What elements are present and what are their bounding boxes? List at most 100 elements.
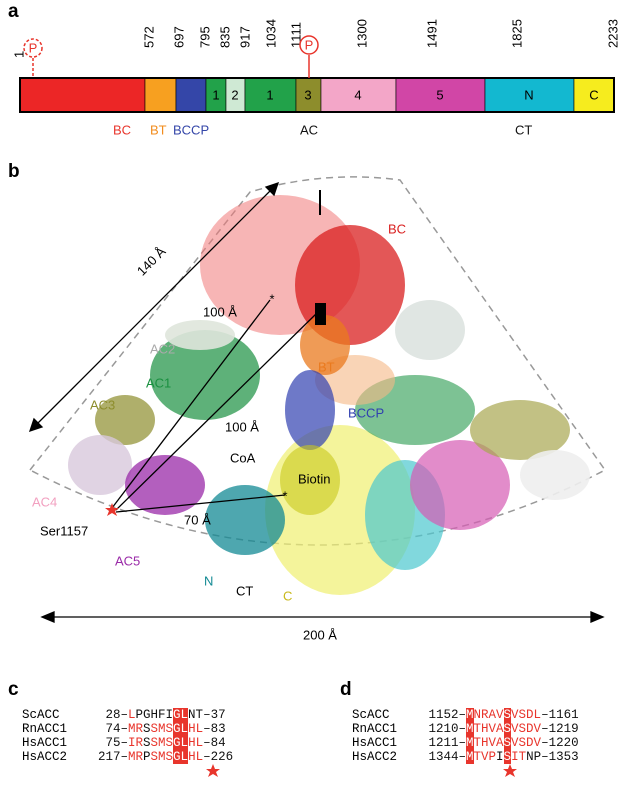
seq-start: 74– <box>98 722 128 736</box>
figure: a 1 2 1 3 4 5 N C 1 572 697 795 835 917 … <box>0 0 633 792</box>
distance-label: 100 Å <box>203 304 237 319</box>
surface <box>520 450 590 500</box>
group-label: BT <box>150 122 167 137</box>
seq-end: –1219 <box>541 722 579 736</box>
residues: P <box>143 750 151 764</box>
seq-start: 1344– <box>428 750 466 764</box>
seq-end: –1353 <box>541 750 579 764</box>
residues: SMS <box>151 750 174 764</box>
seq-name: RnACC1 <box>352 722 428 736</box>
seq-start: 1210– <box>428 722 466 736</box>
residues: IT <box>511 750 526 764</box>
alignment-row: ScACC1152–MNRAVSVSDL–1161 <box>352 708 579 722</box>
seq-start: 28– <box>98 708 128 722</box>
seq-end: –1161 <box>541 708 579 722</box>
arrow-head <box>42 612 54 622</box>
distance-label: 70 Å <box>184 512 211 527</box>
cartoon <box>68 435 132 495</box>
residues: IR <box>128 736 143 750</box>
domain-label: AC5 <box>115 553 140 568</box>
residues: GL <box>173 722 188 736</box>
domain-label: CT <box>236 583 253 598</box>
segment-label: 5 <box>436 87 443 102</box>
distance-label: 140 Å <box>134 244 169 279</box>
residues: VSDL <box>511 708 541 722</box>
surface <box>395 300 465 360</box>
residues: M <box>466 736 474 750</box>
position-label: 917 <box>237 26 252 48</box>
panel-label: a <box>8 1 19 22</box>
residues: S <box>143 722 151 736</box>
position-label: 1825 <box>509 19 524 48</box>
seq-end: –37 <box>203 708 226 722</box>
phospho-label: P <box>29 40 38 55</box>
cartoon <box>165 320 235 350</box>
alignment-row: HsACC11211–MTHVASVSDV–1220 <box>352 736 579 750</box>
position-label: 835 <box>217 26 232 48</box>
group-label: BCCP <box>173 122 209 137</box>
residues: HL <box>188 736 203 750</box>
domain-label: Biotin <box>298 471 331 486</box>
arrow-head <box>591 612 603 622</box>
domain-label: CoA <box>230 450 256 465</box>
cartoon <box>125 455 205 515</box>
domain-label: N <box>204 573 213 588</box>
site-star <box>206 764 220 777</box>
seq-name: HsACC1 <box>22 736 98 750</box>
residues: GL <box>173 750 188 764</box>
residues: M <box>466 722 474 736</box>
residues: M <box>466 708 474 722</box>
alignment-row: RnACC174–MRSSMSGLHL–83 <box>22 722 233 736</box>
group-label: CT <box>515 122 532 137</box>
asterisk: * <box>282 488 287 503</box>
residues: THVA <box>474 736 504 750</box>
seq-name: ScACC <box>22 708 98 722</box>
seq-end: –84 <box>203 736 226 750</box>
seq-name: HsACC2 <box>352 750 428 764</box>
residues: GL <box>173 708 188 722</box>
segment <box>176 78 206 112</box>
seq-name: HsACC2 <box>22 750 98 764</box>
residues: VSDV <box>511 736 541 750</box>
domain-label: C <box>283 588 292 603</box>
domain-label: BC <box>388 221 406 236</box>
phospho-label: P <box>305 37 314 52</box>
segment-label: 3 <box>304 87 311 102</box>
seq-start: 75– <box>98 736 128 750</box>
residues: S <box>504 750 512 764</box>
figure-page: a 1 2 1 3 4 5 N C 1 572 697 795 835 917 … <box>0 0 633 792</box>
domain-label: BCCP <box>348 405 384 420</box>
position-label: 2233 <box>605 19 620 48</box>
residues: SMS <box>151 722 174 736</box>
domain-label: AC2 <box>150 341 175 356</box>
structure <box>68 190 590 595</box>
cartoon <box>285 370 335 450</box>
panel-label: b <box>8 161 20 182</box>
residues: M <box>466 750 474 764</box>
seq-name: ScACC <box>352 708 428 722</box>
residues: S <box>504 708 512 722</box>
seq-end: –1220 <box>541 736 579 750</box>
segment-label: 1 <box>212 87 219 102</box>
residues: S <box>504 722 512 736</box>
seq-name: RnACC1 <box>22 722 98 736</box>
position-label: 697 <box>171 26 186 48</box>
distance-label: 100 Å <box>225 419 259 434</box>
position-label: 572 <box>141 26 156 48</box>
residues: NP <box>526 750 541 764</box>
group-label: AC <box>300 122 318 137</box>
phospho-site: P <box>300 36 318 78</box>
segment-label: 2 <box>231 87 238 102</box>
residues: GL <box>173 736 188 750</box>
residues: I <box>496 750 504 764</box>
residues: THVA <box>474 722 504 736</box>
ser-star <box>105 503 119 516</box>
residues: HL <box>188 750 203 764</box>
residues: TVP <box>474 750 497 764</box>
phospho-site: P <box>24 39 42 78</box>
cartoon <box>205 485 285 555</box>
